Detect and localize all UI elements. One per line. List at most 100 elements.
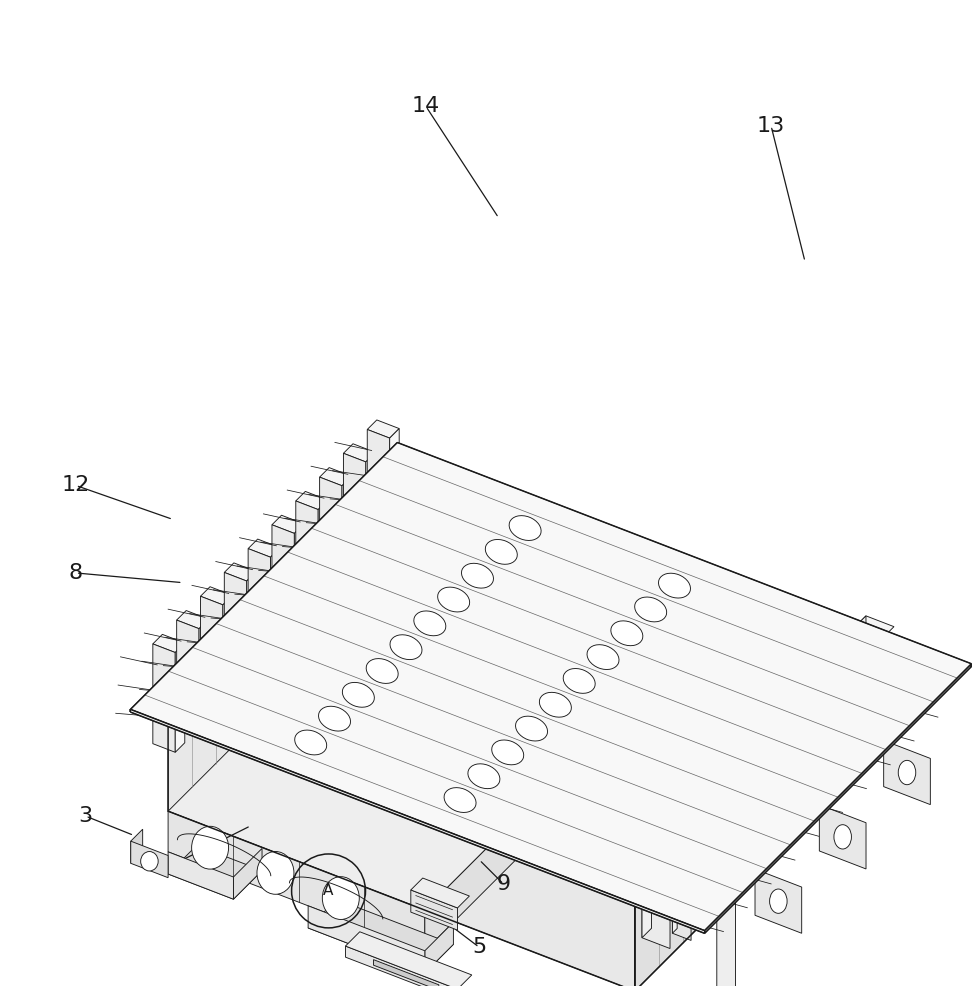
Polygon shape: [815, 720, 833, 797]
Ellipse shape: [602, 624, 632, 647]
Polygon shape: [767, 763, 772, 838]
Polygon shape: [713, 768, 741, 877]
Polygon shape: [760, 711, 798, 731]
Polygon shape: [343, 444, 375, 462]
Polygon shape: [373, 960, 439, 990]
Polygon shape: [343, 453, 365, 562]
Polygon shape: [641, 830, 679, 851]
Ellipse shape: [414, 617, 445, 640]
Polygon shape: [342, 476, 351, 586]
Polygon shape: [365, 452, 375, 562]
Polygon shape: [175, 643, 185, 752]
Polygon shape: [737, 745, 765, 853]
Text: A: A: [360, 937, 375, 957]
Polygon shape: [641, 840, 669, 949]
Ellipse shape: [509, 516, 540, 540]
Ellipse shape: [563, 669, 595, 693]
Polygon shape: [168, 471, 872, 889]
Polygon shape: [200, 596, 223, 705]
Ellipse shape: [515, 716, 547, 741]
Ellipse shape: [438, 587, 469, 612]
Ellipse shape: [390, 641, 421, 664]
Text: 14: 14: [411, 96, 440, 116]
Polygon shape: [819, 805, 865, 869]
Polygon shape: [760, 711, 770, 819]
Text: 1: 1: [709, 689, 724, 709]
Ellipse shape: [491, 740, 523, 765]
Polygon shape: [248, 539, 279, 557]
Ellipse shape: [554, 671, 584, 694]
Polygon shape: [272, 515, 304, 533]
Polygon shape: [808, 673, 836, 782]
Polygon shape: [168, 710, 634, 991]
Ellipse shape: [539, 692, 571, 717]
Polygon shape: [308, 906, 424, 973]
Polygon shape: [672, 863, 691, 940]
Ellipse shape: [634, 597, 666, 622]
Ellipse shape: [343, 689, 373, 712]
Text: 9: 9: [496, 874, 510, 894]
Polygon shape: [886, 649, 905, 726]
Polygon shape: [271, 548, 279, 657]
Ellipse shape: [658, 573, 690, 598]
Polygon shape: [883, 740, 929, 805]
Polygon shape: [838, 691, 862, 703]
Polygon shape: [248, 549, 271, 657]
Polygon shape: [665, 806, 702, 827]
Polygon shape: [862, 668, 867, 743]
Polygon shape: [737, 735, 746, 842]
Polygon shape: [294, 524, 304, 633]
Polygon shape: [743, 787, 747, 862]
Polygon shape: [767, 768, 786, 845]
Polygon shape: [790, 739, 814, 751]
Text: 8: 8: [68, 563, 83, 583]
Polygon shape: [200, 587, 233, 605]
Polygon shape: [199, 619, 208, 728]
Polygon shape: [808, 664, 818, 771]
Polygon shape: [665, 816, 693, 925]
Ellipse shape: [435, 790, 466, 814]
Polygon shape: [689, 783, 727, 803]
Polygon shape: [130, 709, 703, 933]
Polygon shape: [345, 932, 471, 989]
Polygon shape: [672, 858, 695, 870]
Polygon shape: [168, 852, 234, 899]
Polygon shape: [224, 563, 256, 581]
Polygon shape: [856, 616, 865, 723]
Ellipse shape: [141, 852, 158, 871]
Text: 12: 12: [62, 475, 90, 495]
Polygon shape: [831, 640, 841, 747]
Polygon shape: [389, 429, 399, 538]
Polygon shape: [808, 664, 845, 684]
Ellipse shape: [833, 825, 851, 849]
Ellipse shape: [257, 851, 294, 894]
Polygon shape: [130, 442, 970, 931]
Ellipse shape: [509, 522, 540, 545]
Ellipse shape: [461, 570, 492, 593]
Ellipse shape: [483, 743, 513, 766]
Polygon shape: [424, 779, 555, 951]
Polygon shape: [689, 792, 717, 901]
Polygon shape: [737, 735, 774, 755]
Polygon shape: [665, 806, 675, 914]
Ellipse shape: [625, 600, 657, 623]
Ellipse shape: [294, 730, 326, 755]
Polygon shape: [246, 572, 256, 681]
Polygon shape: [716, 677, 949, 899]
Polygon shape: [696, 834, 719, 846]
Polygon shape: [696, 839, 714, 917]
Ellipse shape: [897, 760, 914, 785]
Text: 5: 5: [472, 937, 486, 957]
Ellipse shape: [486, 546, 516, 569]
Polygon shape: [760, 721, 788, 829]
Polygon shape: [838, 696, 857, 774]
Polygon shape: [223, 595, 233, 705]
Polygon shape: [152, 634, 185, 653]
Polygon shape: [785, 697, 812, 806]
Ellipse shape: [438, 594, 469, 617]
Ellipse shape: [506, 719, 537, 742]
Ellipse shape: [365, 659, 398, 683]
Polygon shape: [886, 644, 891, 719]
Ellipse shape: [319, 706, 350, 731]
Text: 2: 2: [166, 855, 180, 875]
